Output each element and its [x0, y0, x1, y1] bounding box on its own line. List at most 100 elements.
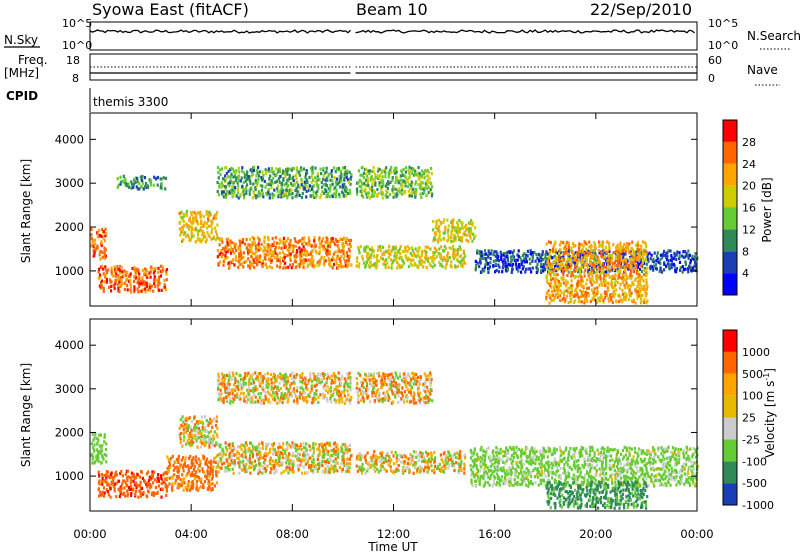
heatmap-cell [371, 177, 374, 181]
heatmap-cell [412, 187, 415, 191]
heatmap-cell [370, 458, 373, 462]
heatmap-cell [450, 260, 453, 264]
heatmap-cell [255, 249, 258, 253]
heatmap-cell [510, 270, 513, 274]
heatmap-cell [329, 241, 332, 246]
heatmap-cell [511, 254, 514, 258]
heatmap-cell [390, 258, 393, 262]
heatmap-cell [300, 183, 303, 187]
heatmap-cell [262, 387, 265, 391]
heatmap-cell [330, 393, 333, 397]
heatmap-cell [565, 294, 569, 298]
heatmap-cell [270, 377, 273, 382]
heatmap-cell [459, 247, 462, 251]
heatmap-cell [585, 297, 588, 301]
heatmap-cell [368, 247, 371, 252]
heatmap-cell [255, 447, 258, 451]
heatmap-cell [343, 463, 346, 468]
heatmap-cell [444, 258, 447, 262]
heatmap-cell [379, 451, 382, 455]
heatmap-cell [187, 466, 190, 470]
heatmap-cell [258, 237, 261, 242]
heatmap-cell [302, 258, 306, 262]
heatmap-cell [420, 195, 423, 199]
heatmap-cell [218, 238, 221, 242]
heatmap-cell [94, 238, 97, 242]
heatmap-cell [463, 230, 466, 235]
heatmap-cell [279, 240, 283, 244]
heatmap-cell [256, 258, 259, 262]
heatmap-cell [603, 255, 607, 259]
heatmap-cell [278, 381, 281, 385]
heatmap-cell [322, 450, 325, 455]
heatmap-cell [581, 265, 585, 269]
heatmap-cell [431, 265, 434, 269]
heatmap-cell [149, 483, 152, 487]
heatmap-cell [602, 300, 605, 304]
heatmap-cell [286, 441, 289, 445]
heatmap-cell [218, 252, 221, 256]
heatmap-cell [310, 379, 313, 383]
heatmap-cell [238, 252, 241, 256]
heatmap-cell [644, 290, 647, 294]
heatmap-cell [303, 180, 307, 184]
heatmap-cell [293, 374, 296, 378]
heatmap-cell [359, 245, 362, 249]
heatmap-cell [221, 372, 224, 376]
heatmap-cell [284, 266, 287, 270]
heatmap-cell [181, 227, 184, 231]
heatmap-cell [293, 237, 296, 241]
heatmap-cell [300, 259, 303, 263]
heatmap-cell [96, 246, 99, 250]
heatmap-cell [427, 185, 430, 189]
heatmap-cell [194, 473, 197, 477]
heatmap-cell [454, 226, 457, 230]
heatmap-cell [120, 278, 123, 282]
heatmap-cell [336, 447, 339, 451]
heatmap-cell [291, 467, 294, 471]
heatmap-cell [178, 426, 181, 430]
heatmap-cell [641, 287, 644, 291]
heatmap-cell [358, 467, 361, 471]
heatmap-cell [432, 219, 435, 224]
heatmap-cell [181, 444, 184, 448]
heatmap-cell [119, 264, 122, 269]
heatmap-cell [254, 178, 257, 182]
heatmap-cell [377, 470, 380, 474]
heatmap-cell [355, 264, 358, 268]
heatmap-cell [191, 479, 194, 483]
heatmap-cell [371, 185, 374, 189]
heatmap-cell [288, 253, 291, 257]
heatmap-cell [331, 182, 334, 186]
heatmap-cell [328, 189, 331, 193]
heatmap-cell [113, 486, 116, 490]
heatmap-cell [278, 459, 281, 464]
heatmap-cell [261, 192, 264, 196]
heatmap-cell [249, 471, 252, 475]
heatmap-cell [160, 185, 163, 189]
heatmap-cell [636, 276, 640, 280]
heatmap-cell [625, 259, 628, 263]
heatmap-cell [424, 186, 427, 190]
heatmap-cell [268, 257, 271, 261]
heatmap-cell [151, 470, 154, 474]
heatmap-cell [343, 401, 346, 405]
heatmap-cell [301, 381, 304, 385]
heatmap-cell [594, 298, 597, 302]
heatmap-cell [102, 486, 105, 490]
heatmap-cell [206, 457, 209, 461]
heatmap-cell [277, 177, 280, 181]
heatmap-cell [529, 261, 532, 266]
heatmap-cell [102, 286, 105, 290]
heatmap-cell [607, 296, 610, 300]
heatmap-cell [556, 291, 559, 295]
heatmap-cell [301, 375, 304, 379]
heatmap-cell [231, 180, 234, 184]
heatmap-cell [629, 266, 633, 270]
heatmap-cell [238, 244, 242, 248]
heatmap-cell [372, 263, 375, 267]
heatmap-cell [92, 244, 95, 248]
heatmap-cell [248, 457, 251, 461]
heatmap-cell [592, 264, 595, 268]
heatmap-cell [404, 248, 407, 252]
